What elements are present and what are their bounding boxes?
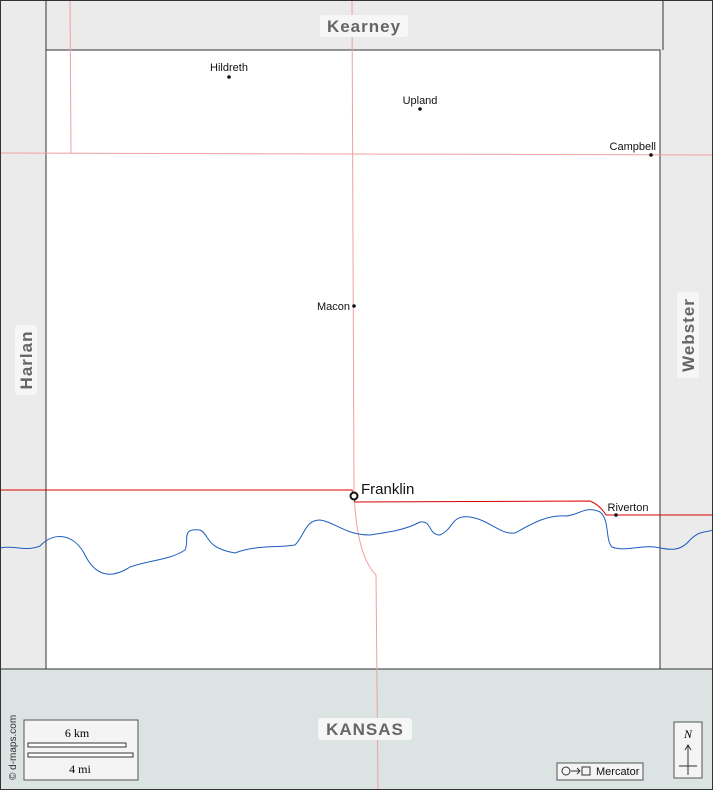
scale-label: 4 mi — [69, 762, 91, 776]
place-label: Campbell — [610, 141, 656, 153]
scale-bar: 6 km 4 mi — [23, 719, 139, 781]
label-box — [318, 718, 412, 740]
credit: © d-maps.com — [8, 715, 19, 780]
label-box — [320, 15, 408, 37]
neighbor-label: KANSAS — [326, 720, 404, 739]
projection-box — [556, 762, 644, 781]
place-dot — [349, 491, 359, 501]
place-dot — [649, 153, 653, 157]
road — [0, 152, 713, 156]
place-label: Macon — [317, 301, 350, 313]
scale-label: 6 km — [65, 726, 90, 740]
north-arrow: N — [673, 721, 703, 779]
icon — [561, 766, 571, 776]
place-dot — [418, 107, 422, 111]
icon — [581, 766, 591, 776]
projection-label: Mercator — [596, 766, 640, 778]
neighbor-label: Harlan — [17, 331, 36, 390]
places: Hildreth Upland Campbell Macon Franklin … — [210, 62, 656, 517]
place-label: Hildreth — [210, 62, 248, 74]
icon — [679, 744, 697, 775]
place-dot — [227, 75, 231, 79]
place-dot — [614, 513, 618, 517]
icon — [571, 767, 581, 775]
highway — [0, 489, 713, 516]
scale-line — [27, 742, 127, 748]
place-label: Upland — [403, 95, 438, 107]
place-label: Franklin — [361, 481, 414, 498]
neighbor-label: Webster — [679, 298, 698, 372]
place-dot — [352, 304, 356, 308]
scale-line — [27, 752, 134, 758]
label-box — [677, 292, 699, 378]
label-box — [15, 325, 37, 395]
north-label: N — [683, 727, 693, 741]
projection: Mercator — [556, 762, 644, 781]
neighbor-label: Kearney — [327, 17, 401, 36]
road — [69, 0, 72, 154]
river — [0, 509, 713, 575]
place-label: Riverton — [608, 502, 649, 514]
scale-box — [23, 719, 139, 781]
